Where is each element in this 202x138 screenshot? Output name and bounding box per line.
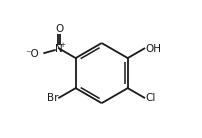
- Text: Br: Br: [47, 93, 58, 103]
- Text: +: +: [59, 42, 66, 48]
- Text: ⁻O: ⁻O: [25, 49, 39, 59]
- Text: N: N: [55, 43, 63, 54]
- Text: OH: OH: [145, 43, 161, 54]
- Text: O: O: [55, 24, 63, 34]
- Text: Cl: Cl: [145, 93, 155, 103]
